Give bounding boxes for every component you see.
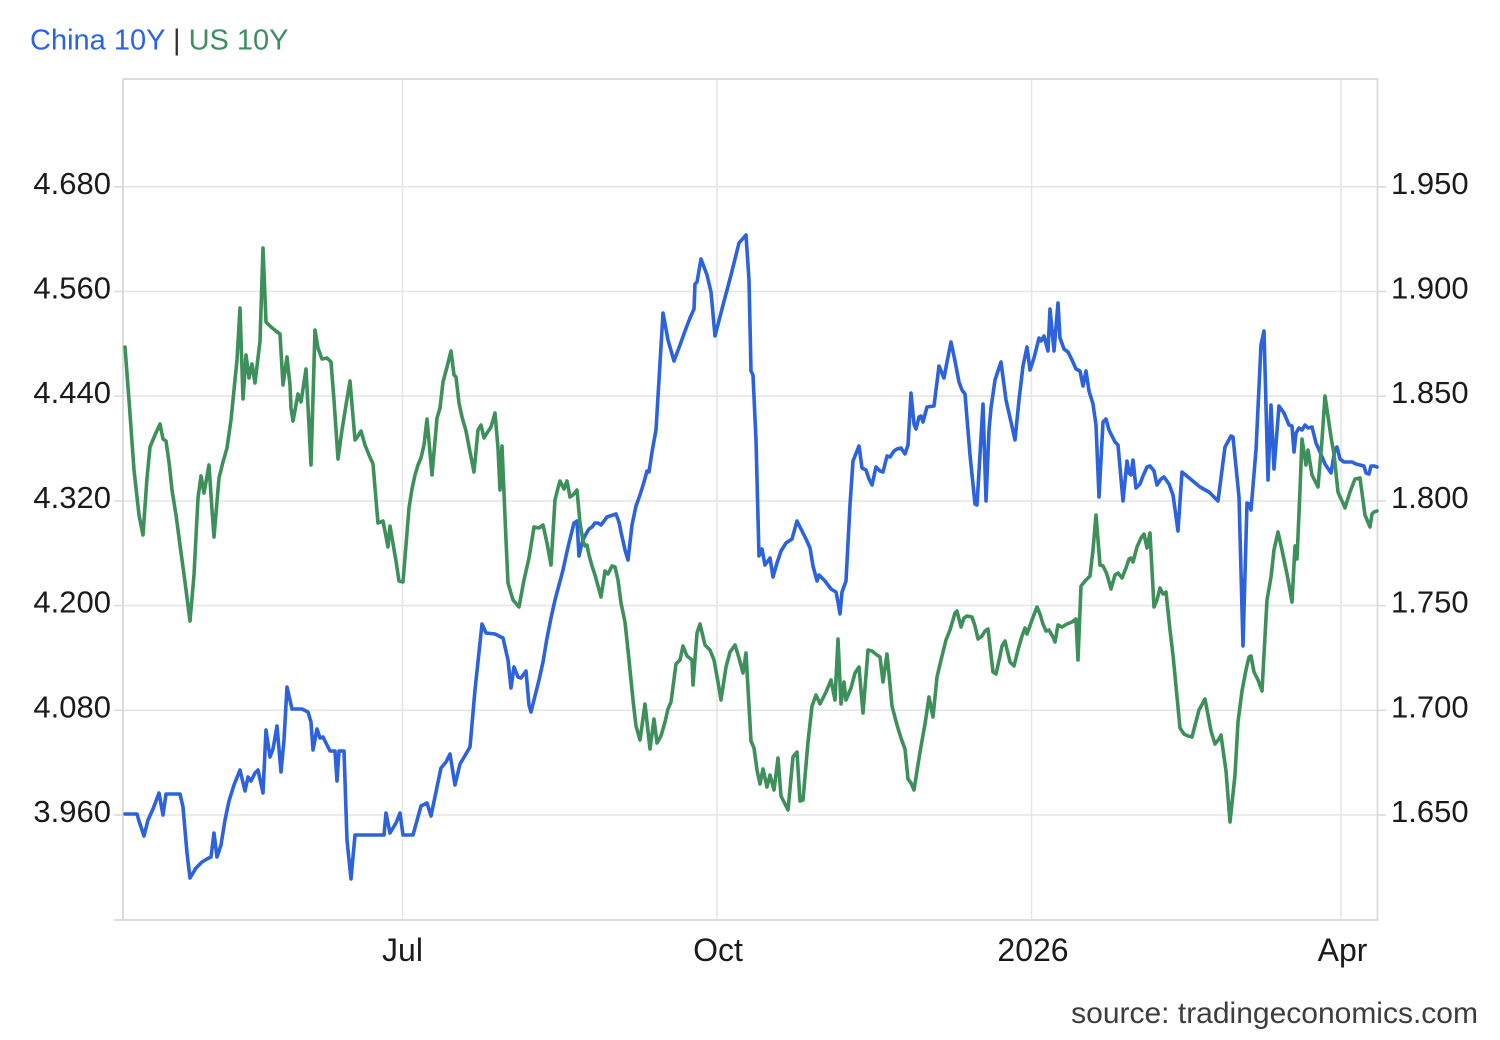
svg-text:Jul: Jul (382, 932, 423, 968)
svg-text:4.080: 4.080 (33, 689, 111, 724)
svg-text:source: tradingeconomics.com: source: tradingeconomics.com (1071, 997, 1478, 1030)
svg-text:1.650: 1.650 (1391, 794, 1469, 829)
svg-text:1.900: 1.900 (1391, 271, 1469, 306)
svg-text:4.200: 4.200 (33, 585, 111, 620)
svg-text:1.750: 1.750 (1391, 585, 1469, 620)
svg-text:4.680: 4.680 (33, 166, 111, 201)
svg-text:4.560: 4.560 (33, 271, 111, 306)
svg-text:Apr: Apr (1318, 932, 1368, 968)
svg-text:1.800: 1.800 (1391, 480, 1469, 515)
svg-text:3.960: 3.960 (33, 794, 111, 829)
svg-text:4.440: 4.440 (33, 375, 111, 410)
svg-text:Oct: Oct (693, 932, 743, 968)
svg-text:4.320: 4.320 (33, 480, 111, 515)
svg-text:1.950: 1.950 (1391, 166, 1469, 201)
svg-text:2026: 2026 (997, 932, 1068, 968)
svg-text:1.850: 1.850 (1391, 375, 1469, 410)
svg-text:1.700: 1.700 (1391, 689, 1469, 724)
svg-text:China 10Y | US 10Y: China 10Y | US 10Y (30, 25, 289, 57)
